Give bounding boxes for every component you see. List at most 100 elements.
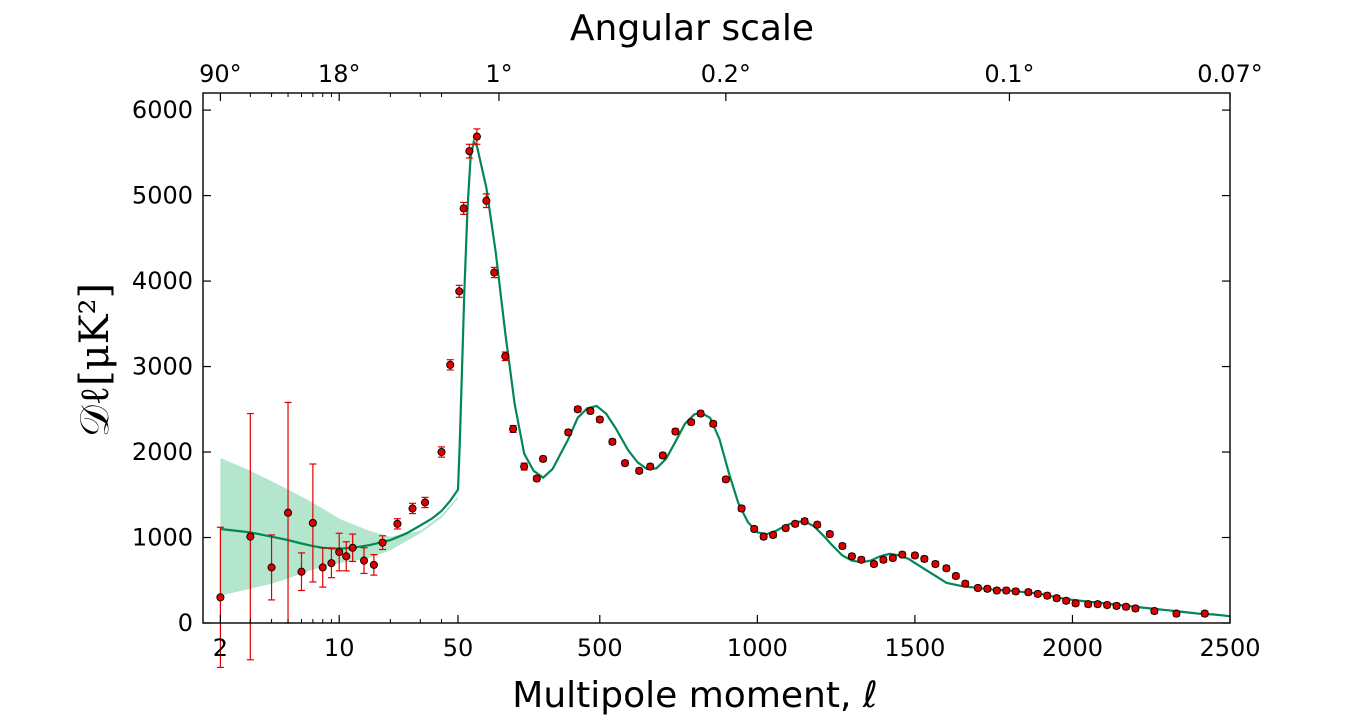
data-point (750, 524, 759, 534)
plot-frame (202, 92, 1231, 624)
x-tick-label: 10 (324, 634, 355, 662)
data-point (472, 132, 481, 141)
data-point (1043, 591, 1052, 600)
data-point (595, 415, 604, 424)
data-point (1002, 586, 1011, 595)
data-point (1112, 601, 1121, 610)
data-point (825, 530, 834, 539)
x-axis-title: Multipole moment, ℓ (512, 675, 877, 716)
data-point (573, 405, 582, 414)
data-point (888, 553, 897, 563)
y-tick-label: 3000 (132, 353, 193, 381)
top-tick-label: 1° (485, 60, 512, 88)
data-point (951, 571, 960, 581)
cosmic-variance-band (220, 458, 458, 596)
data-point (421, 498, 430, 507)
data-point (721, 475, 730, 484)
data-point (973, 583, 982, 593)
data-point (378, 538, 387, 547)
data-point (898, 550, 907, 559)
data-point (408, 504, 417, 513)
data-point (482, 196, 491, 205)
data-point (283, 508, 293, 517)
data-point (393, 519, 402, 528)
data-point (942, 564, 951, 573)
data-point (635, 466, 644, 475)
data-point (1150, 606, 1159, 616)
data-point (920, 554, 929, 563)
data-point (983, 584, 992, 593)
data-point (1011, 587, 1020, 596)
data-point (769, 530, 778, 540)
top-tick-label: 90° (199, 60, 242, 88)
data-point (297, 567, 306, 576)
data-point (501, 352, 510, 361)
data-point (267, 563, 276, 572)
data-point (1103, 600, 1112, 610)
model-curve (220, 139, 1231, 618)
data-point (646, 462, 655, 471)
data-point (1062, 596, 1071, 605)
y-tick-label: 0 (178, 609, 193, 637)
data-point (687, 418, 696, 427)
data-point (446, 360, 455, 369)
top-tick-label: 0.07° (1197, 60, 1262, 88)
x-tick-label: 1000 (727, 634, 788, 662)
data-point (348, 543, 357, 552)
data-point (564, 428, 573, 437)
data-point (961, 579, 970, 588)
data-point (509, 424, 518, 434)
data-point (813, 520, 822, 529)
data-point (781, 524, 790, 533)
data-point (342, 552, 351, 561)
data-point (838, 542, 847, 551)
data-point (759, 532, 768, 541)
data-point (246, 532, 255, 541)
data-point (608, 437, 617, 446)
data-point (318, 563, 327, 572)
data-point (1024, 588, 1033, 597)
data-point (620, 459, 630, 468)
data-point (216, 593, 225, 602)
data-point (532, 474, 541, 483)
data-point (520, 462, 529, 471)
data-point (369, 560, 378, 569)
data-point (847, 552, 856, 561)
data-point (1093, 600, 1102, 609)
x-tick-label: 2500 (1199, 634, 1260, 662)
data-point (1200, 609, 1209, 618)
data-point (1131, 604, 1140, 613)
data-point (857, 555, 866, 564)
data-point (308, 518, 317, 528)
data-point (335, 547, 344, 557)
chart-title: Angular scale (570, 8, 814, 49)
data-point (490, 268, 499, 277)
y-tick-label: 1000 (132, 524, 193, 552)
y-tick-label: 6000 (132, 96, 193, 124)
data-point (1172, 609, 1181, 618)
top-tick-label: 0.2° (701, 60, 751, 88)
data-point (879, 555, 888, 564)
top-tick-label: 0.1° (984, 60, 1034, 88)
x-tick-label: 2 (213, 634, 228, 662)
data-point (465, 147, 474, 156)
data-point (696, 409, 705, 418)
data-point (931, 559, 940, 569)
data-point (437, 447, 446, 457)
data-point (455, 287, 464, 296)
data-point (459, 204, 468, 213)
data-point (671, 427, 680, 436)
data-point (327, 559, 336, 568)
data-point (992, 586, 1001, 595)
data-point (1033, 589, 1042, 598)
y-tick-label: 4000 (132, 267, 193, 295)
data-point (737, 504, 746, 513)
data-point (586, 406, 595, 416)
data-point (658, 451, 667, 460)
data-point (869, 559, 878, 569)
x-tick-label: 500 (577, 634, 623, 662)
axes: 0 1000 2000 3000 4000 5000 6000 2 10 50 500 1000 150… (132, 60, 1263, 662)
top-tick-label: 18° (318, 60, 361, 88)
data-point (709, 419, 718, 428)
